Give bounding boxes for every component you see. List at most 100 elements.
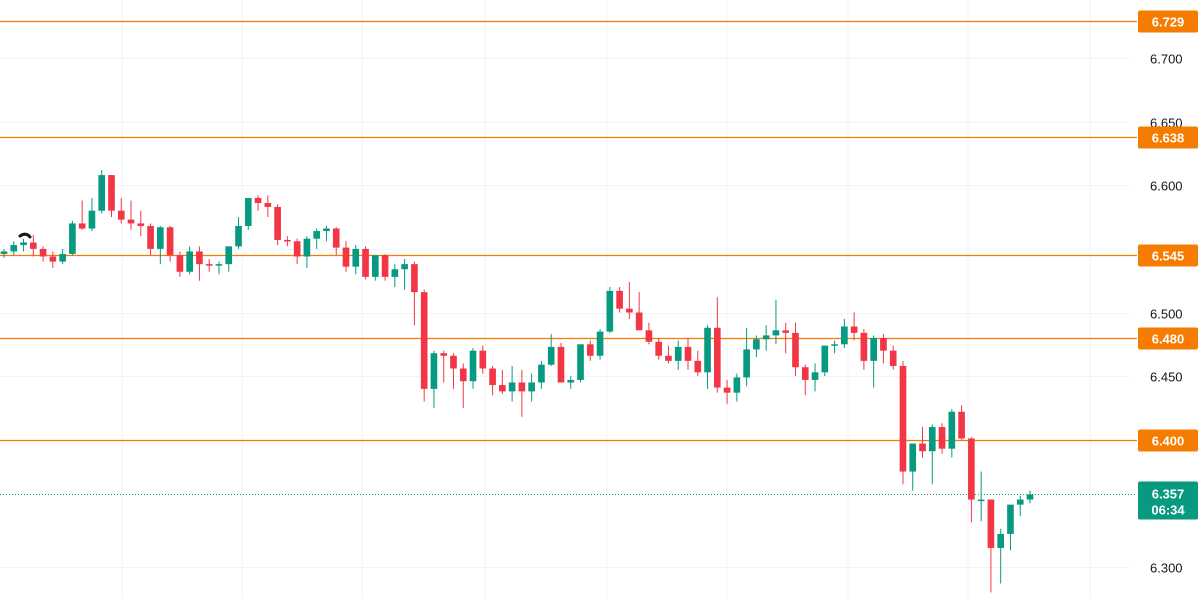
candle-body — [733, 377, 741, 393]
level-price-tags: 6.729 6.638 6.545 6.480 6.400 — [1138, 10, 1198, 452]
candle-body — [499, 385, 506, 392]
candle-body — [342, 247, 350, 267]
candle-body — [743, 349, 750, 378]
candle-body — [157, 227, 164, 249]
candle-body — [538, 364, 545, 383]
level-tag-label: 6.400 — [1152, 434, 1185, 449]
candle — [411, 261, 418, 326]
candle-body — [626, 308, 633, 313]
candle-body — [0, 251, 8, 254]
candle — [801, 364, 809, 396]
candle — [811, 363, 819, 392]
candle — [469, 348, 477, 389]
candle — [117, 197, 125, 224]
candle — [792, 322, 799, 377]
candle — [596, 329, 604, 360]
candle — [371, 255, 379, 281]
candle — [235, 217, 242, 249]
candle-body — [870, 337, 877, 361]
candle-body — [723, 387, 731, 393]
candle — [968, 437, 975, 523]
candle-body — [909, 443, 917, 472]
candle — [684, 337, 692, 370]
candle — [401, 259, 408, 290]
candle — [176, 251, 184, 277]
candle-body — [938, 427, 946, 449]
level-tag-label: 6.729 — [1152, 15, 1185, 30]
candle-body — [323, 228, 330, 232]
candle-body — [274, 206, 281, 240]
drawing-mark — [18, 232, 32, 239]
candle-body — [665, 355, 672, 361]
candle — [186, 246, 193, 275]
candle — [127, 200, 135, 230]
countdown-label: 06:34 — [1151, 503, 1185, 518]
candle — [332, 227, 340, 256]
candle — [29, 234, 37, 257]
y-tick-label: 6.500 — [1150, 307, 1183, 322]
candle-body — [753, 339, 760, 350]
level-tag — [1138, 429, 1198, 452]
candle-body — [762, 335, 770, 340]
candle — [919, 427, 926, 458]
candle — [274, 204, 281, 246]
candle-body — [997, 533, 1005, 548]
candle-body — [225, 246, 233, 265]
candle-body — [792, 332, 799, 368]
candle — [20, 238, 27, 252]
candle-body — [782, 330, 790, 333]
candle — [381, 253, 389, 281]
candle-body — [313, 231, 321, 239]
candle — [244, 197, 252, 230]
y-tick-label: 6.700 — [1150, 52, 1183, 67]
candle-body — [508, 382, 516, 392]
candle — [108, 175, 115, 218]
candle — [440, 350, 448, 383]
candle-body — [469, 350, 477, 382]
candle — [733, 373, 741, 402]
candle-body — [29, 242, 37, 249]
candle — [450, 353, 457, 389]
candle-body — [254, 197, 262, 204]
candle — [528, 373, 535, 402]
candle-body — [137, 223, 145, 226]
candle-body — [39, 248, 47, 257]
candle — [753, 335, 760, 358]
candle — [909, 443, 917, 491]
candle-body — [10, 245, 18, 252]
candle — [880, 334, 887, 364]
candle — [577, 344, 584, 383]
candle — [1016, 495, 1024, 517]
candle-body — [450, 355, 457, 369]
candle — [870, 335, 877, 388]
candle-body — [284, 239, 291, 242]
candle — [635, 292, 643, 331]
candle — [215, 261, 223, 275]
candle — [665, 345, 672, 364]
candle — [850, 312, 858, 341]
horizontal-grid-lines — [0, 58, 1130, 568]
candle — [860, 329, 868, 370]
candle — [928, 424, 936, 485]
level-tag-label: 6.638 — [1152, 131, 1185, 146]
candle — [606, 287, 614, 333]
level-tag — [1138, 10, 1198, 33]
candle — [284, 236, 291, 247]
candle-body — [655, 341, 663, 356]
level-tag — [1138, 244, 1198, 267]
candle-body — [244, 197, 252, 226]
candle-body — [78, 223, 86, 229]
candle — [694, 350, 702, 377]
candle-body — [411, 264, 418, 293]
candle-body — [889, 350, 897, 366]
candle — [489, 365, 496, 396]
candle — [704, 325, 711, 389]
candle-body — [645, 330, 653, 342]
candle-body — [704, 327, 711, 373]
candle-body — [59, 253, 66, 262]
candle-body — [596, 331, 604, 356]
candle-body — [684, 346, 692, 361]
candle-body — [147, 225, 154, 249]
y-tick-label: 6.600 — [1150, 179, 1183, 194]
